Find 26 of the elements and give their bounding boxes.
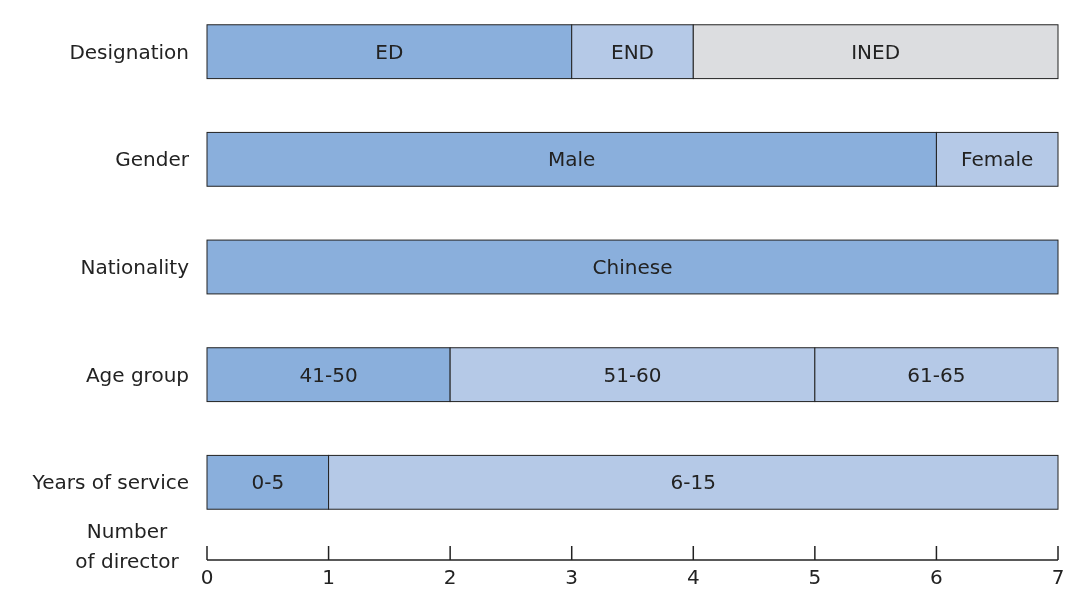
data-label: END <box>611 39 654 64</box>
data-label: ED <box>375 39 404 64</box>
y-tick-label: Designation <box>69 39 189 64</box>
y-tick-label: Age group <box>85 362 189 387</box>
x-tick-label: 1 <box>322 565 335 589</box>
data-label: Male <box>548 147 596 172</box>
x-tick-label: 3 <box>565 565 579 589</box>
data-label: INED <box>851 39 901 64</box>
data-label: 0-5 <box>251 470 285 495</box>
x-axis-title: Number of director <box>75 519 180 573</box>
y-tick-label: Nationality <box>80 255 190 279</box>
data-label: Chinese <box>592 255 673 279</box>
x-tick-label: 0 <box>200 565 214 589</box>
y-tick-label: Years of service <box>31 470 189 495</box>
data-label: 51-60 <box>603 362 662 387</box>
x-tick-label: 5 <box>808 565 822 589</box>
data-label: 41-50 <box>299 362 358 387</box>
data-label: 6-15 <box>670 470 716 495</box>
y-tick-label: Gender <box>115 147 190 172</box>
x-tick-label: 4 <box>686 565 700 589</box>
x-tick-label: 6 <box>930 565 943 589</box>
bar <box>206 239 1059 295</box>
data-label: Female <box>961 147 1034 172</box>
x-tick-label: 2 <box>443 565 457 589</box>
data-label: 61-65 <box>907 362 966 387</box>
x-tick-label: 7 <box>1051 565 1065 589</box>
